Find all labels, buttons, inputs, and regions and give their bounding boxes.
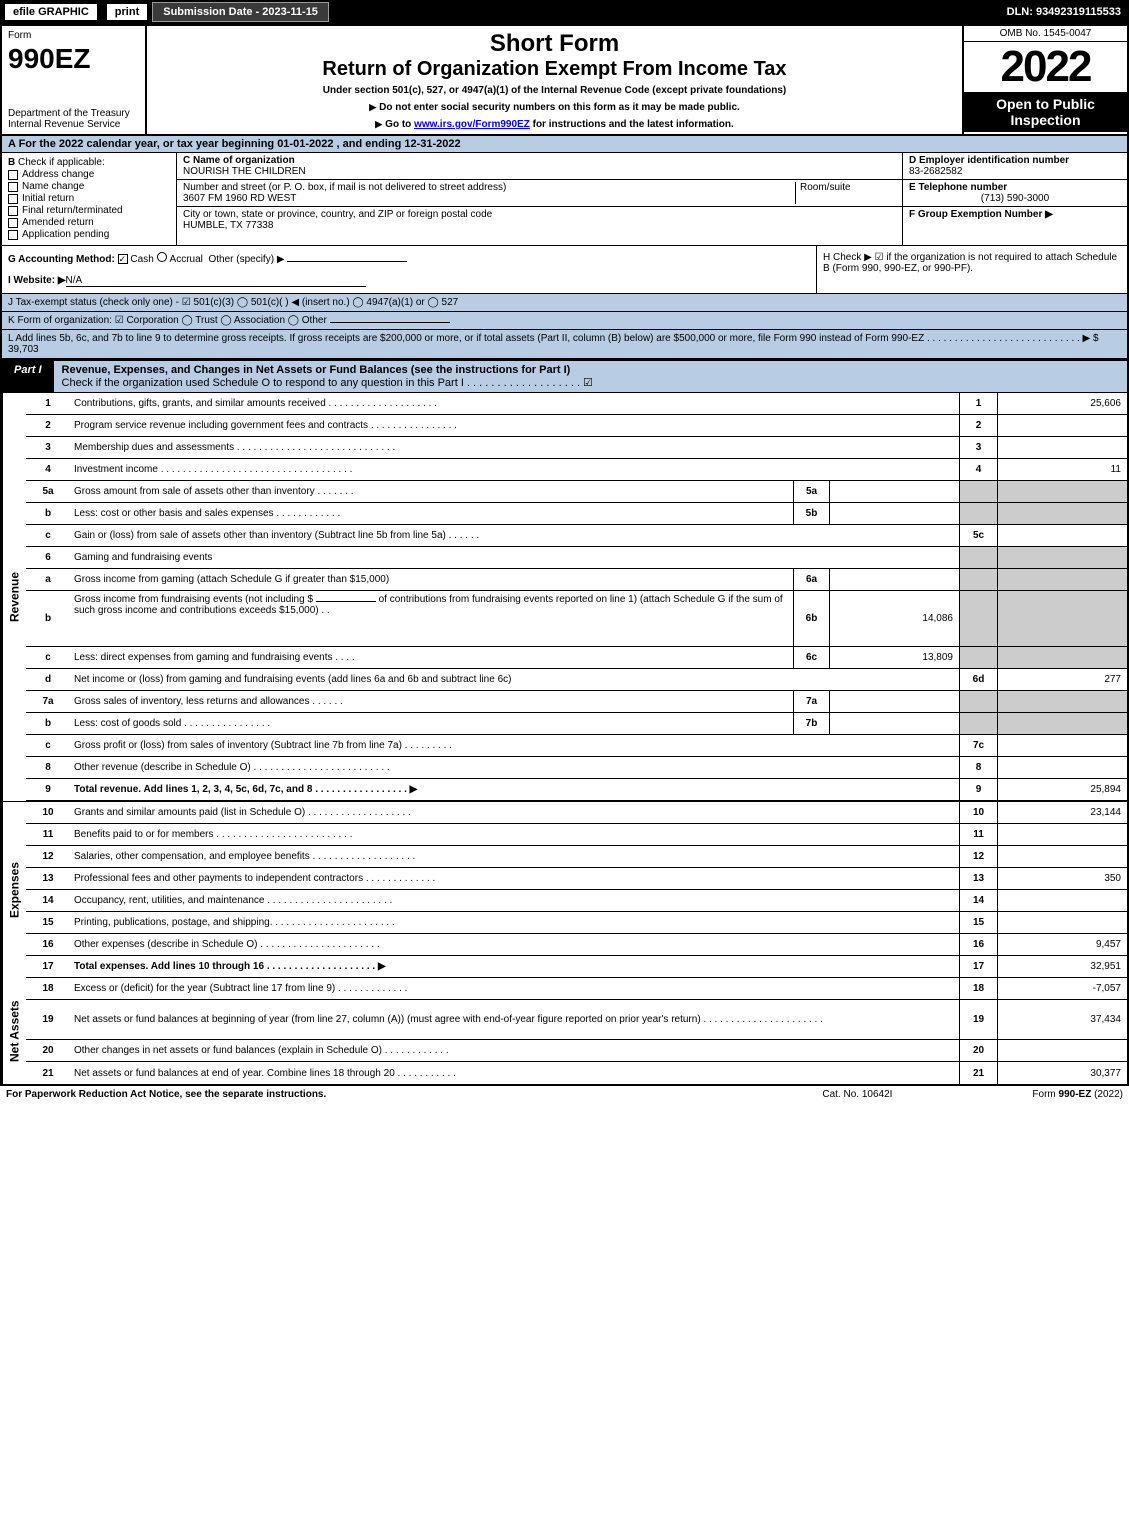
row-g: G Accounting Method: Cash Accrual Other … (8, 252, 810, 265)
cb-address-change[interactable] (8, 170, 18, 180)
group-exemption: F Group Exemption Number ▶ (909, 209, 1121, 220)
city-state-zip: HUMBLE, TX 77338 (183, 220, 492, 231)
cb-amended[interactable] (8, 218, 18, 228)
print-button[interactable]: print (106, 3, 148, 21)
title-short-form: Short Form (155, 30, 954, 58)
section-b: B Check if applicable: Address change Na… (2, 153, 177, 245)
val-21: 30,377 (997, 1062, 1127, 1084)
section-c: C Name of organization NOURISH THE CHILD… (177, 153, 902, 245)
gross-receipts: 39,703 (8, 344, 39, 355)
header-center: Short Form Return of Organization Exempt… (147, 26, 962, 134)
row-j: J Tax-exempt status (check only one) - ☑… (2, 294, 1127, 312)
val-18: -7,057 (997, 978, 1127, 999)
val-17: 32,951 (997, 956, 1127, 977)
form-word: Form (8, 30, 139, 41)
form-number: 990EZ (8, 43, 139, 75)
row-gh: G Accounting Method: Cash Accrual Other … (2, 246, 1127, 294)
section-a: A For the 2022 calendar year, or tax yea… (2, 136, 1127, 153)
street: 3607 FM 1960 RD WEST (183, 193, 791, 204)
val-9: 25,894 (997, 779, 1127, 800)
other-specify[interactable] (287, 261, 407, 262)
website: N/A (66, 275, 366, 287)
val-15 (997, 912, 1127, 933)
val-6c: 13,809 (829, 647, 959, 668)
cb-cash[interactable] (118, 254, 128, 264)
cb-initial-return[interactable] (8, 194, 18, 204)
val-8 (997, 757, 1127, 778)
public-inspection: Open to Public Inspection (964, 92, 1127, 132)
val-10: 23,144 (997, 802, 1127, 823)
subtitle: Under section 501(c), 527, or 4947(a)(1)… (155, 85, 954, 96)
footer-left: For Paperwork Reduction Act Notice, see … (6, 1089, 326, 1100)
ein: 83-2682582 (909, 166, 1121, 177)
val-5c (997, 525, 1127, 546)
val-19: 37,434 (997, 1000, 1127, 1039)
row-l: L Add lines 5b, 6c, and 7b to line 9 to … (2, 330, 1127, 359)
room-suite: Room/suite (796, 182, 896, 204)
title-return: Return of Organization Exempt From Incom… (155, 58, 954, 81)
val-20 (997, 1040, 1127, 1061)
cb-pending[interactable] (8, 230, 18, 240)
submission-date: Submission Date - 2023-11-15 (152, 2, 329, 22)
irs-link[interactable]: www.irs.gov/Form990EZ (414, 119, 530, 130)
footer-right: Form 990-EZ (2022) (1032, 1089, 1123, 1100)
row-i: I Website: ▶N/A (8, 275, 810, 287)
val-7a (829, 691, 959, 712)
part1-tab: Part I (2, 361, 54, 392)
val-11 (997, 824, 1127, 845)
val-6d: 277 (997, 669, 1127, 690)
part1-header: Part I Revenue, Expenses, and Changes in… (2, 359, 1127, 393)
val-6a (829, 569, 959, 590)
header-left: Form 990EZ Department of the Treasury In… (2, 26, 147, 134)
footer-cat: Cat. No. 10642I (822, 1089, 892, 1100)
val-13: 350 (997, 868, 1127, 889)
dln: DLN: 93492319115533 (1007, 6, 1129, 18)
expenses-block: Expenses 10Grants and similar amounts pa… (2, 801, 1127, 978)
top-toolbar: efile GRAPHIC print Submission Date - 20… (0, 0, 1129, 24)
val-7c (997, 735, 1127, 756)
note-ssn: Do not enter social security numbers on … (155, 102, 954, 113)
row-k: K Form of organization: ☑ Corporation ◯ … (2, 312, 1127, 330)
revenue-block: Revenue 1Contributions, gifts, grants, a… (2, 393, 1127, 801)
expenses-label: Expenses (2, 802, 26, 978)
tax-year: 2022 (964, 42, 1127, 92)
row-h: H Check ▶ ☑ if the organization is not r… (817, 246, 1127, 293)
val-16: 9,457 (997, 934, 1127, 955)
form-container: Form 990EZ Department of the Treasury In… (0, 24, 1129, 1086)
val-3 (997, 437, 1127, 458)
telephone: (713) 590-3000 (909, 193, 1121, 204)
val-1: 25,606 (997, 393, 1127, 414)
part1-title: Revenue, Expenses, and Changes in Net As… (54, 361, 1127, 392)
cb-final-return[interactable] (8, 206, 18, 216)
rd-accrual[interactable] (157, 252, 167, 262)
val-12 (997, 846, 1127, 867)
dept-label: Department of the Treasury Internal Reve… (8, 108, 139, 130)
org-name: NOURISH THE CHILDREN (183, 166, 896, 177)
note-link: Go to www.irs.gov/Form990EZ for instruct… (155, 119, 954, 130)
netassets-block: Net Assets 18Excess or (deficit) for the… (2, 978, 1127, 1084)
cb-name-change[interactable] (8, 182, 18, 192)
val-4: 11 (997, 459, 1127, 480)
form-header: Form 990EZ Department of the Treasury In… (2, 26, 1127, 136)
val-6b: 14,086 (829, 591, 959, 646)
sections-bcdef: B Check if applicable: Address change Na… (2, 153, 1127, 246)
revenue-label: Revenue (2, 393, 26, 801)
netassets-label: Net Assets (2, 978, 26, 1084)
page-footer: For Paperwork Reduction Act Notice, see … (0, 1086, 1129, 1103)
val-5b (829, 503, 959, 524)
val-14 (997, 890, 1127, 911)
val-2 (997, 415, 1127, 436)
section-def: D Employer identification number 83-2682… (902, 153, 1127, 245)
omb-number: OMB No. 1545-0047 (964, 26, 1127, 42)
val-5a (829, 481, 959, 502)
val-7b (829, 713, 959, 734)
efile-label: efile GRAPHIC (4, 3, 98, 21)
header-right: OMB No. 1545-0047 2022 Open to Public In… (962, 26, 1127, 134)
